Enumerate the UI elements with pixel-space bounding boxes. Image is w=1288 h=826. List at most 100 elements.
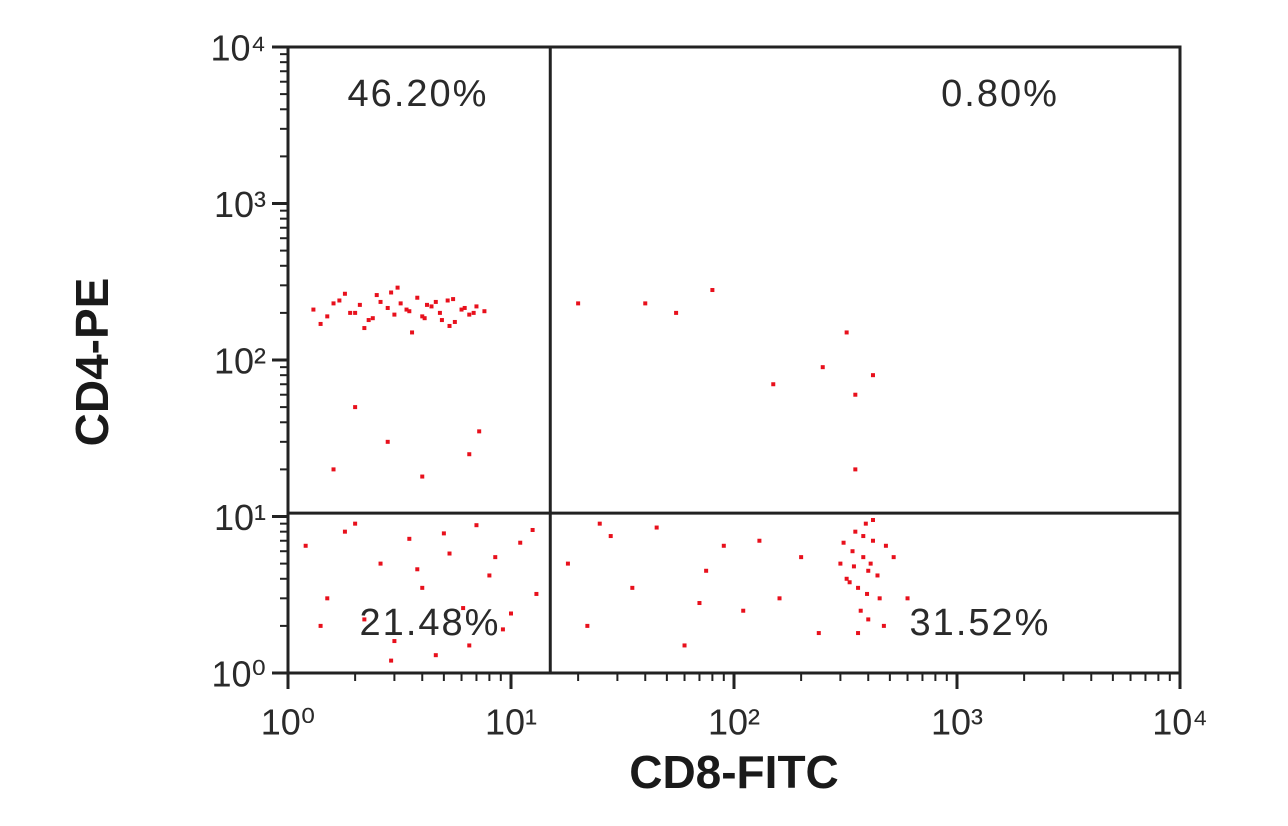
point (407, 536, 412, 541)
point (467, 452, 472, 457)
point (395, 285, 400, 290)
y-tick-label: 10³ (214, 184, 266, 225)
point (799, 555, 804, 560)
point (865, 591, 870, 596)
point (487, 573, 492, 578)
point (311, 307, 316, 312)
point (385, 439, 390, 444)
point (710, 288, 715, 293)
point (474, 523, 479, 528)
point (697, 601, 702, 606)
point (357, 302, 362, 307)
point (325, 314, 330, 319)
point (459, 307, 464, 312)
quadrant-percent: 0.80% (941, 73, 1059, 115)
point (493, 555, 498, 560)
x-tick-label: 10⁴ (1152, 702, 1208, 743)
y-axis-title: CD4-PE (66, 278, 118, 447)
point (870, 538, 875, 543)
point (868, 561, 873, 566)
point (704, 568, 709, 573)
point (477, 429, 482, 434)
point (530, 527, 535, 532)
point (424, 302, 429, 307)
point (433, 299, 438, 304)
quadrant-percent: 31.52% (910, 602, 1051, 644)
point (777, 596, 782, 601)
x-axis-title: CD8-FITC (629, 746, 839, 798)
point (654, 525, 659, 530)
point (398, 301, 403, 306)
x-tick-label: 10² (708, 702, 760, 743)
y-tick-label: 10⁴ (210, 28, 266, 69)
point (856, 631, 861, 636)
point (407, 309, 412, 314)
point (875, 573, 880, 578)
point (342, 529, 347, 534)
point (348, 310, 353, 315)
plot-frame (286, 45, 1182, 675)
point (318, 321, 323, 326)
point (325, 596, 330, 601)
point (437, 310, 442, 315)
point (856, 585, 861, 590)
x-tick-label: 10¹ (485, 702, 537, 743)
point (474, 304, 479, 309)
point (771, 382, 776, 387)
point (518, 540, 523, 545)
point (389, 658, 394, 663)
point (838, 561, 843, 566)
point (630, 585, 635, 590)
point (370, 316, 375, 321)
point (461, 606, 466, 611)
point (608, 534, 613, 539)
point (392, 639, 397, 644)
point (439, 318, 444, 323)
point (353, 521, 358, 526)
point (374, 293, 379, 298)
point (389, 290, 394, 295)
point (452, 319, 457, 324)
point (366, 318, 371, 323)
point (844, 330, 849, 335)
point (362, 326, 367, 331)
point (422, 316, 427, 321)
point (342, 291, 347, 296)
point (467, 643, 472, 648)
point (576, 301, 581, 306)
x-tick-label: 10⁰ (261, 702, 315, 743)
point (410, 330, 415, 335)
point (353, 405, 358, 410)
point (682, 643, 687, 648)
point (721, 543, 726, 548)
point (861, 555, 866, 560)
point (392, 312, 397, 317)
point (847, 580, 852, 585)
point (441, 531, 446, 536)
point (643, 301, 648, 306)
point (850, 549, 855, 554)
point (585, 623, 590, 628)
point (870, 373, 875, 378)
point (420, 314, 425, 319)
point (905, 596, 910, 601)
point (433, 653, 438, 658)
point (378, 299, 383, 304)
point (482, 309, 487, 314)
point (877, 596, 882, 601)
point (353, 310, 358, 315)
point (447, 551, 452, 556)
point (891, 555, 896, 560)
point (378, 561, 383, 566)
point (500, 627, 505, 632)
point (471, 310, 476, 315)
point (757, 538, 762, 543)
point (851, 564, 856, 569)
point (741, 608, 746, 613)
point (362, 617, 367, 622)
point (303, 543, 308, 548)
point (853, 392, 858, 397)
point (861, 534, 866, 539)
point (816, 631, 821, 636)
